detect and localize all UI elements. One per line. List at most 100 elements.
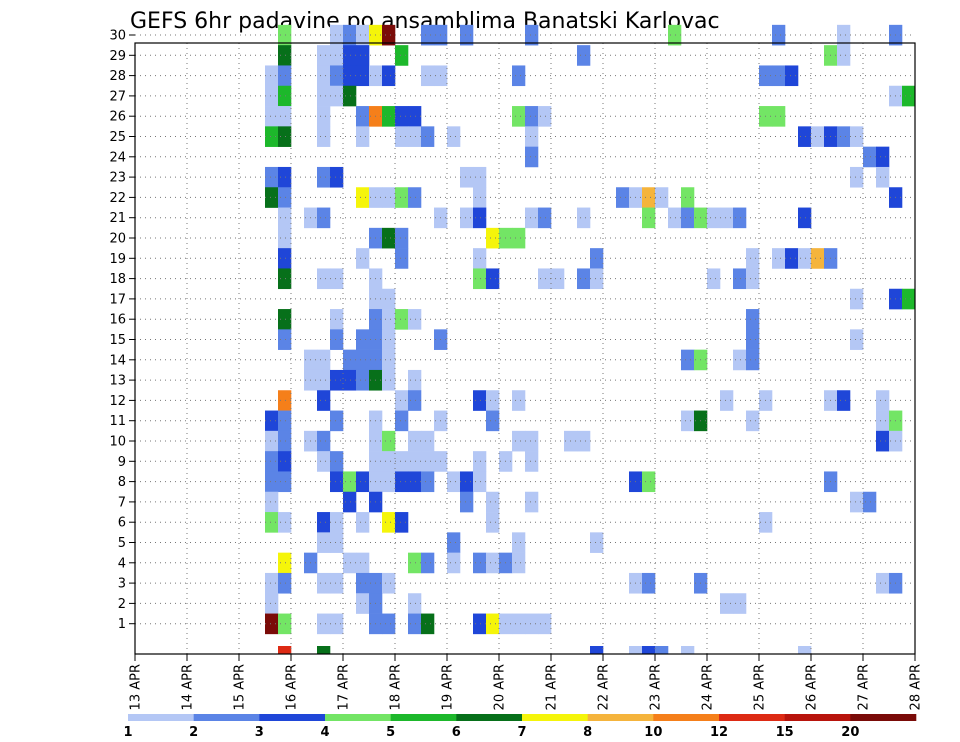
- heatmap-cell: [278, 572, 292, 594]
- heatmap-cell: [486, 410, 500, 432]
- heatmap-cell: [278, 106, 292, 127]
- heatmap-cell: [473, 552, 487, 574]
- heatmap-cell: [317, 430, 331, 452]
- heatmap-cell: [512, 613, 526, 635]
- heatmap-cell: [317, 532, 331, 553]
- legend-swatch: [850, 714, 917, 721]
- heatmap-cell: [655, 187, 669, 208]
- heatmap-cell: [746, 410, 760, 432]
- heatmap-cell: [733, 207, 747, 229]
- y-tick-label: 3: [118, 577, 126, 592]
- heatmap-cell: [265, 85, 279, 107]
- y-tick-label: 27: [109, 89, 126, 104]
- heatmap-cell: [382, 369, 396, 391]
- heatmap-cell: [408, 430, 422, 452]
- heatmap-cell: [525, 106, 539, 127]
- y-tick-label: 23: [109, 171, 126, 186]
- heatmap-cell: [525, 207, 539, 229]
- heatmap-cell: [382, 106, 396, 127]
- heatmap-cell: [278, 248, 292, 269]
- heatmap-cell: [395, 227, 409, 249]
- y-tick-label: 12: [109, 394, 126, 409]
- y-tick-label: 22: [109, 191, 126, 206]
- heatmap-cell: [512, 532, 526, 553]
- heatmap-cell: [265, 572, 279, 594]
- heatmap-cell: [590, 248, 604, 269]
- heatmap-cell: [512, 227, 526, 249]
- heatmap-cell: [525, 146, 539, 168]
- heatmap-cell: [486, 268, 500, 290]
- heatmap-cell: [278, 45, 292, 66]
- heatmap-cell: [850, 329, 864, 350]
- heatmap-cell: [265, 106, 279, 127]
- heatmap-cell: [473, 451, 487, 472]
- heatmap-cell: [395, 471, 409, 493]
- heatmap-cell: [421, 451, 435, 472]
- heatmap-cell: [837, 45, 851, 66]
- heatmap-cell: [330, 512, 344, 533]
- heatmap-cell: [382, 349, 396, 371]
- y-tick-label: 9: [118, 455, 126, 470]
- heatmap-cell: [707, 268, 721, 290]
- y-tick-label: 13: [109, 374, 126, 389]
- heatmap-cell: [278, 552, 292, 574]
- heatmap-cell: [629, 646, 643, 655]
- heatmap-cell: [447, 532, 461, 553]
- heatmap-cell: [512, 65, 526, 87]
- heatmap-cell: [460, 491, 474, 513]
- heatmap-cell: [356, 471, 370, 493]
- heatmap-cell: [330, 85, 344, 107]
- y-tick-label: 6: [118, 516, 126, 531]
- heatmap-cell: [421, 471, 435, 493]
- x-tick-label: 18 APR: [389, 664, 404, 710]
- heatmap-cell: [746, 309, 760, 330]
- legend-swatch: [325, 714, 391, 721]
- heatmap-cell: [538, 613, 552, 635]
- y-tick-label: 8: [118, 475, 126, 490]
- legend-swatch: [128, 714, 194, 721]
- heatmap-cell: [421, 552, 435, 574]
- x-tick-label: 27 APR: [857, 664, 872, 710]
- heatmap-cell: [408, 451, 422, 472]
- x-tick-label: 19 APR: [441, 664, 456, 710]
- heatmap-cell: [395, 512, 409, 533]
- heatmap-cell: [343, 349, 357, 371]
- heatmap-cell: [356, 45, 370, 66]
- legend-swatch: [390, 714, 457, 721]
- heatmap-cell: [876, 410, 890, 432]
- heatmap-cell: [330, 65, 344, 87]
- y-tick-label: 25: [109, 130, 126, 145]
- legend-label: 5: [386, 725, 395, 740]
- heatmap-cell: [343, 45, 357, 66]
- heatmap-cell: [317, 451, 331, 472]
- heatmap-cell: [642, 187, 656, 208]
- heatmap-cell: [330, 369, 344, 391]
- heatmap-cell: [408, 126, 422, 147]
- heatmap-cell: [798, 646, 812, 655]
- heatmap-cell: [356, 329, 370, 350]
- heatmap-cell: [395, 410, 409, 432]
- heatmap-cell: [408, 369, 422, 391]
- heatmap-cell: [837, 390, 851, 411]
- legend-label: 4: [320, 725, 329, 740]
- heatmap-cell: [733, 593, 747, 614]
- heatmap-cell: [382, 329, 396, 350]
- heatmap-cell: [473, 166, 487, 188]
- heatmap-cell: [343, 552, 357, 574]
- legend-swatch: [193, 714, 260, 721]
- heatmap-cell: [447, 471, 461, 493]
- heatmap-cell: [538, 268, 552, 290]
- heatmap-cell: [447, 126, 461, 147]
- legend-label: 1: [123, 725, 132, 740]
- heatmap-cell: [278, 410, 292, 432]
- heatmap-cell: [707, 207, 721, 229]
- heatmap-cell: [876, 390, 890, 411]
- heatmap-cell: [421, 24, 435, 46]
- heatmap-cell: [525, 451, 539, 472]
- heatmap-cell: [343, 85, 357, 107]
- heatmap-cell: [850, 166, 864, 188]
- y-tick-label: 4: [118, 556, 126, 571]
- heatmap-cell: [317, 85, 331, 107]
- heatmap-cell: [317, 646, 331, 655]
- heatmap-cell: [577, 430, 591, 452]
